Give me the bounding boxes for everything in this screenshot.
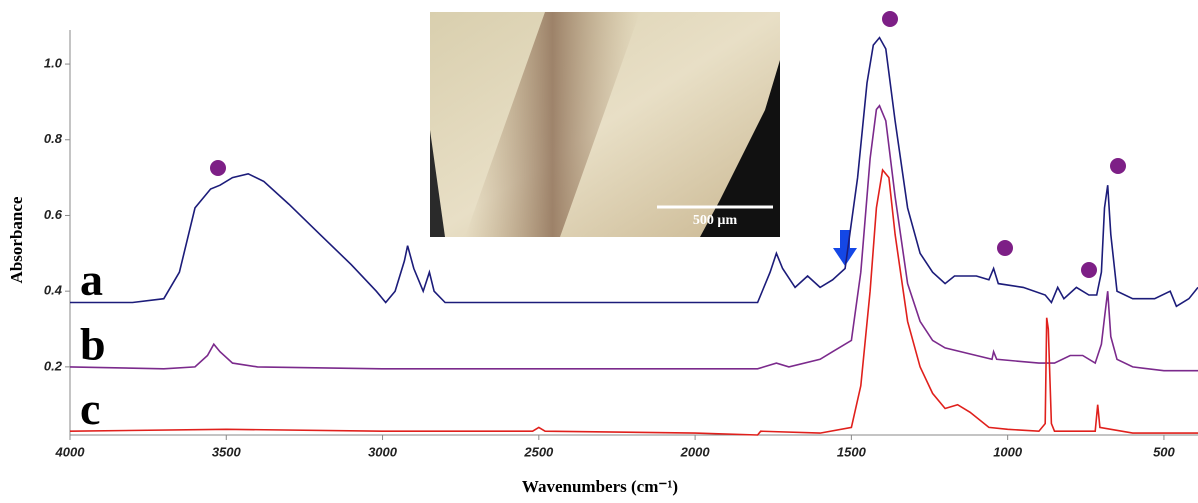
y-tick-label: 1.0	[44, 56, 63, 71]
x-tick-label: 2000	[680, 444, 711, 459]
x-tick-label: 3000	[368, 444, 398, 459]
x-axis-title: Wavenumbers (cm⁻¹)	[522, 477, 678, 496]
spectrum-line	[69, 104, 1198, 372]
series-label: a	[80, 254, 103, 305]
y-tick-label: 0.2	[44, 358, 63, 373]
x-tick-label: 2500	[523, 444, 554, 459]
spectrum-line	[70, 36, 1198, 308]
scale-label: 500 µm	[693, 213, 738, 228]
inset-photo: 500 µm	[430, 12, 780, 237]
peak-markers	[210, 11, 1126, 278]
x-tick-label: 1500	[837, 444, 867, 459]
series-label: b	[80, 318, 106, 369]
y-tick-label: 0.4	[44, 283, 63, 298]
x-tick-label: 3500	[212, 444, 242, 459]
y-tick-label: 0.8	[44, 131, 63, 146]
spectrum-line	[69, 168, 1198, 436]
x-tick-label: 500	[1153, 444, 1175, 459]
x-tick-label: 4000	[55, 444, 86, 459]
x-tick-label: 1000	[993, 444, 1023, 459]
series-label: c	[80, 383, 100, 434]
arrow	[833, 230, 857, 266]
y-axis-title: Absorbance	[7, 196, 26, 283]
y-tick-label: 0.6	[44, 207, 63, 222]
